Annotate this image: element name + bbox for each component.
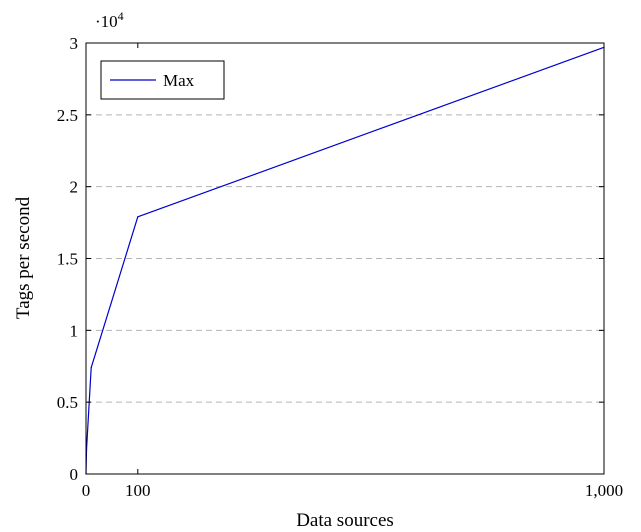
y-tick-label: 2	[70, 178, 79, 197]
x-tick-labels: 0 100 1,000	[82, 481, 623, 500]
y-tick-label: 3	[70, 34, 79, 53]
y-tick-label: 1.5	[57, 250, 78, 269]
x-axis-label: Data sources	[296, 510, 394, 531]
x-tick-label: 0	[82, 481, 91, 500]
y-tick-label: 0	[70, 465, 79, 484]
tick-marks	[85, 42, 605, 475]
legend: Max	[100, 60, 225, 100]
y-axis-exponent: ·104	[95, 9, 124, 31]
data-point	[137, 216, 139, 218]
y-tick-label: 2.5	[57, 106, 78, 125]
legend-label-max: Max	[163, 71, 195, 90]
x-tick-label: 1,000	[585, 481, 623, 500]
y-tick-label: 1	[70, 321, 79, 340]
y-tick-label: 0.5	[57, 393, 78, 412]
x-tick-label: 100	[125, 481, 151, 500]
y-axis-label: Tags per second	[13, 196, 34, 319]
data-point	[90, 367, 92, 369]
legend-box	[100, 60, 225, 100]
grid-lines	[86, 114, 604, 403]
y-axis-exponent-power: 4	[118, 9, 124, 23]
y-tick-labels: 0 0.5 1 1.5 2 2.5 3	[57, 34, 78, 484]
